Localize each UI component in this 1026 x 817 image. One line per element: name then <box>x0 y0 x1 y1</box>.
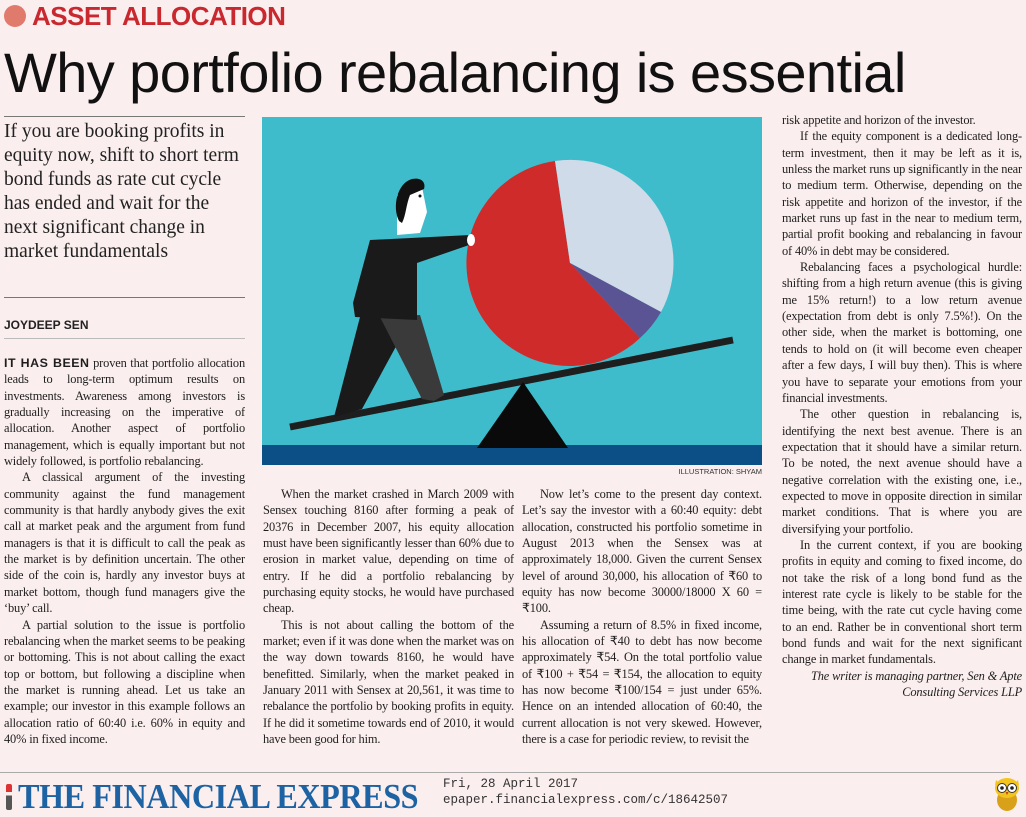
footer-divider <box>0 772 1010 773</box>
divider <box>4 116 245 117</box>
bullet-dot-icon <box>4 5 26 27</box>
illustration-credit: ILLUSTRATION: SHYAM <box>678 467 763 476</box>
pie-slice-red <box>466 161 640 366</box>
logo-mark-icon <box>6 784 12 810</box>
paragraph: Rebalancing faces a psychological hurdle… <box>782 260 1022 405</box>
fulcrum <box>477 382 568 448</box>
illustration <box>262 117 762 465</box>
divider <box>4 338 245 339</box>
epaper-link[interactable]: epaper.financialexpress.com/c/18642507 <box>443 793 729 807</box>
seesaw-plank <box>289 336 734 431</box>
pie-slice-light <box>555 159 674 312</box>
deck: If you are booking profits in equity now… <box>4 121 239 262</box>
byline: JOYDEEP SEN <box>4 318 89 332</box>
headline: Why portfolio rebalancing is essential <box>4 41 906 104</box>
paragraph-text: proven that portfolio allocation leads t… <box>4 356 245 469</box>
section-kicker: ASSET ALLOCATION <box>4 0 286 32</box>
article-column-3: Now let’s come to the present day contex… <box>522 486 762 762</box>
article-column-2: When the market crashed in March 2009 wi… <box>263 486 514 762</box>
kicker-label: ASSET ALLOCATION <box>32 0 286 31</box>
article-column-1: IT HAS BEEN proven that portfolio alloca… <box>4 355 245 745</box>
publication-logo: THE FINANCIAL EXPRESS <box>6 777 453 817</box>
paragraph: A classical argument of the investing co… <box>4 470 245 616</box>
footer: THE FINANCIAL EXPRESS Fri, 28 April 2017… <box>0 774 1026 816</box>
lead-in: IT HAS BEEN <box>4 356 90 370</box>
owl-icon <box>995 778 1019 811</box>
paragraph: A partial solution to the issue is portf… <box>4 617 245 746</box>
paragraph: In the current context, if you are booki… <box>782 537 1022 667</box>
footer-meta: Fri, 28 April 2017 epaper.financialexpre… <box>443 776 728 808</box>
paragraph: This is not about calling the bottom of … <box>263 617 514 747</box>
paragraph: IT HAS BEEN proven that portfolio alloca… <box>4 355 245 469</box>
ground-band <box>262 445 762 465</box>
paragraph: The other question in rebalancing is, id… <box>782 407 1022 536</box>
figure-pushing <box>334 178 475 417</box>
article-column-4: risk appetite and horizon of the investo… <box>782 112 1022 767</box>
pie-slice-purple <box>570 263 661 338</box>
author-note: The writer is managing partner, Sen & Ap… <box>811 668 1022 700</box>
divider <box>4 297 245 298</box>
publication-date: Fri, 28 April 2017 <box>443 777 579 791</box>
paragraph: Assuming a return of 8.5% in fixed incom… <box>522 617 762 747</box>
paragraph: Now let’s come to the present day contex… <box>522 487 762 616</box>
paragraph: When the market crashed in March 2009 wi… <box>263 487 514 616</box>
paragraph: risk appetite and horizon of the investo… <box>782 113 976 127</box>
paragraph: If the equity component is a dedicated l… <box>782 129 1022 258</box>
logo-text: THE FINANCIAL EXPRESS <box>18 777 419 816</box>
